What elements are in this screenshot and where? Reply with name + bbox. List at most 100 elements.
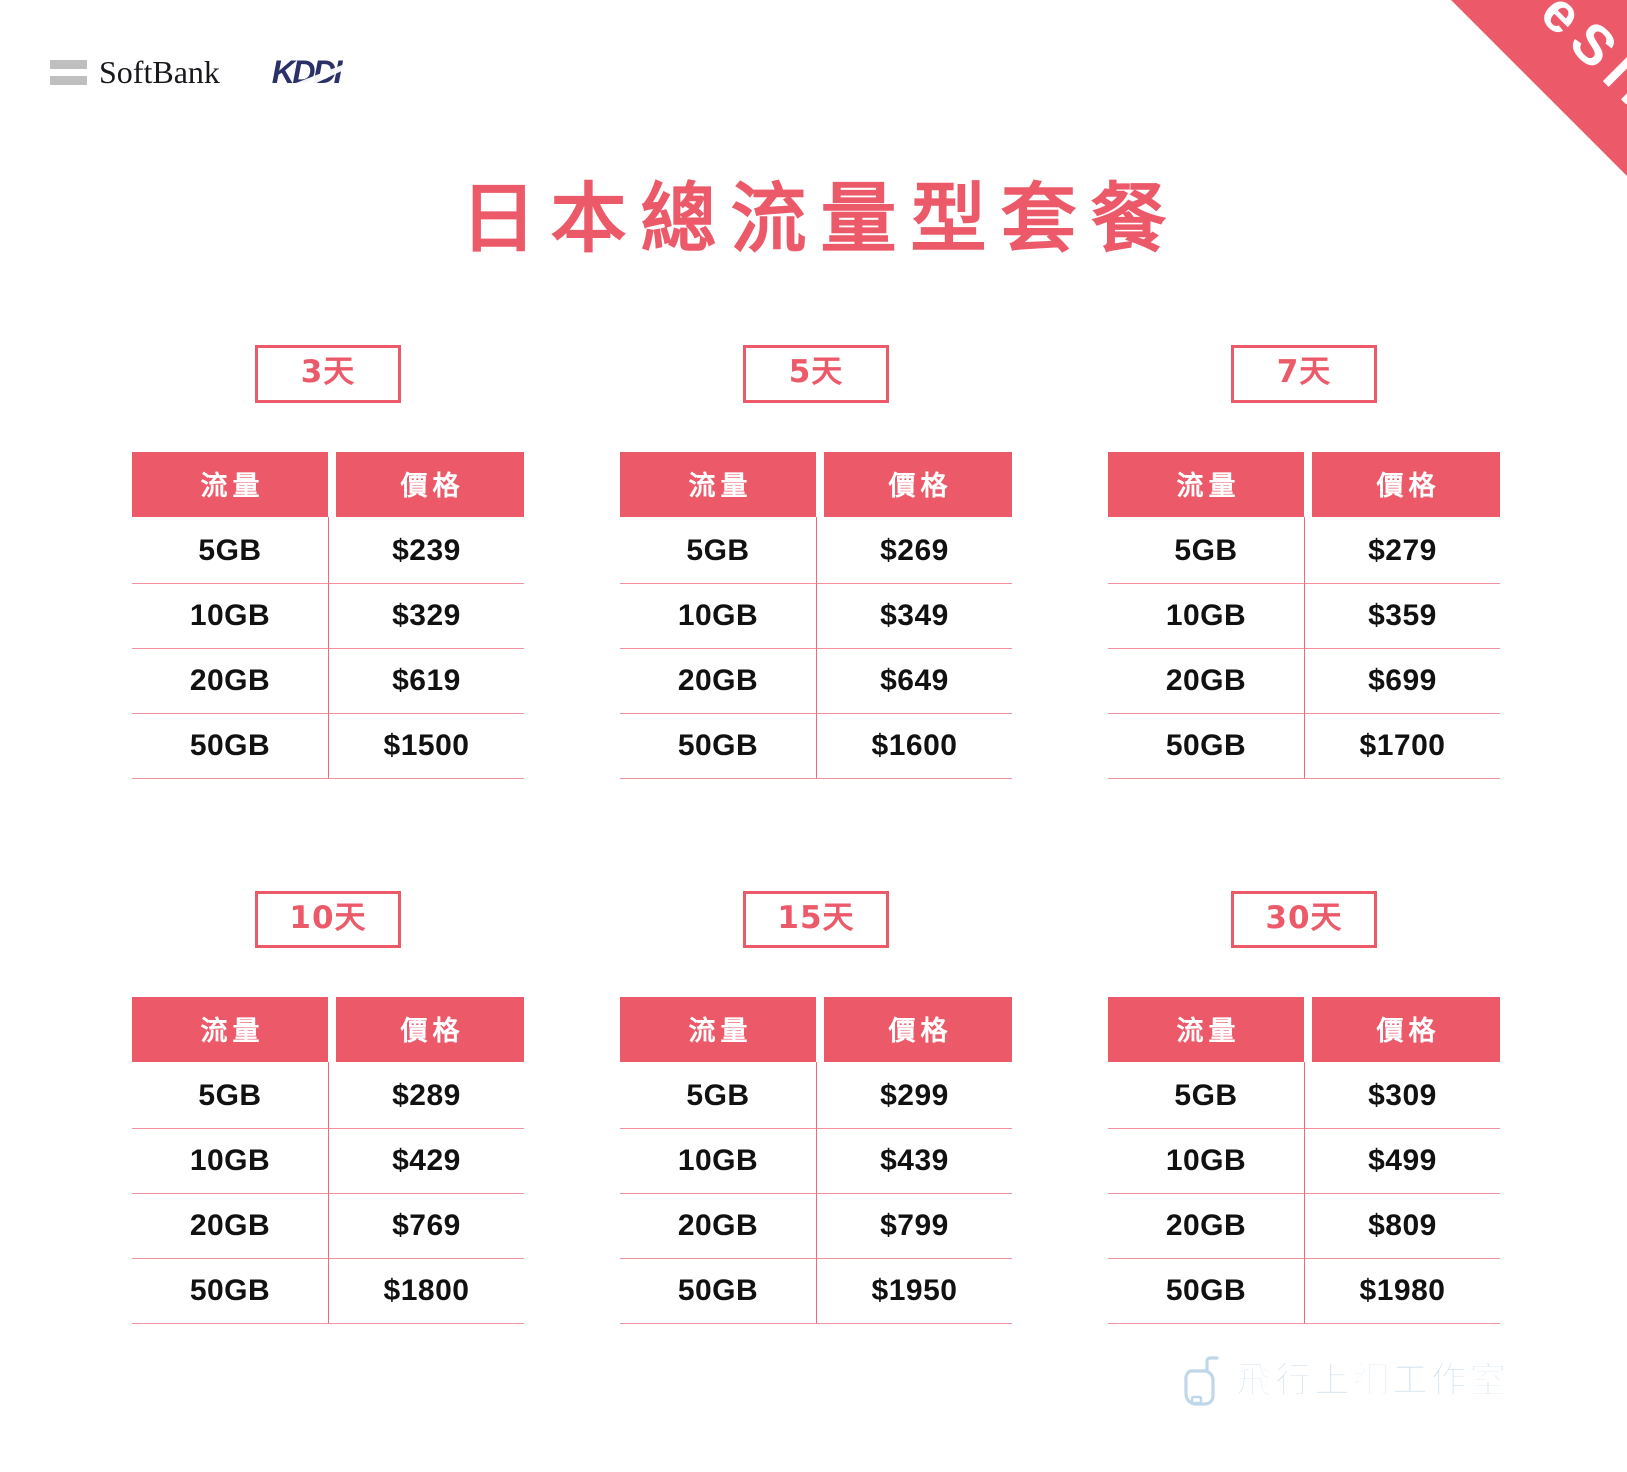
cell-price: $269 — [816, 516, 1012, 584]
header-data: 流量 — [132, 997, 328, 1063]
cell-data: 20GB — [1108, 1194, 1304, 1260]
cell-price: $289 — [328, 1062, 524, 1130]
header-data: 流量 — [1108, 997, 1304, 1063]
plan-card-5day: 5天 流量 價格 5GB $269 10GB $349 — [620, 345, 1012, 779]
cell-price: $1500 — [328, 713, 524, 779]
pricing-table: 流量 價格 5GB $279 10GB $359 20GB $6 — [1108, 451, 1500, 779]
carrier-logos: SoftBank KDDI — [50, 52, 358, 92]
cell-data: 50GB — [132, 714, 328, 779]
duration-badge: 5天 — [743, 345, 889, 403]
cell-data: 5GB — [620, 1062, 816, 1130]
cell-price: $769 — [328, 1194, 524, 1260]
header-price: 價格 — [328, 997, 524, 1063]
cell-price: $359 — [1304, 583, 1500, 649]
cell-price: $439 — [816, 1129, 1012, 1195]
pricing-table: 流量 價格 5GB $309 10GB $499 20GB $8 — [1108, 997, 1500, 1325]
header-price: 價格 — [816, 451, 1012, 517]
table-row: 5GB $289 — [132, 1062, 524, 1130]
cell-price: $1700 — [1304, 713, 1500, 779]
table-row: 5GB $269 — [620, 516, 1012, 584]
table-header-row: 流量 價格 — [1108, 451, 1500, 517]
cell-data: 5GB — [132, 1062, 328, 1130]
cell-price: $649 — [816, 648, 1012, 714]
plan-card-15day: 15天 流量 價格 5GB $299 10GB $439 — [620, 890, 1012, 1325]
softbank-logo: SoftBank — [50, 56, 220, 88]
cell-data: 10GB — [620, 1129, 816, 1195]
cell-data: 20GB — [132, 1194, 328, 1260]
header-price: 價格 — [1304, 997, 1500, 1063]
plan-card-30day: 30天 流量 價格 5GB $309 10GB $499 — [1108, 890, 1500, 1325]
cell-price: $329 — [328, 583, 524, 649]
cell-price: $1950 — [816, 1259, 1012, 1325]
cell-data: 20GB — [620, 649, 816, 714]
table-row: 20GB $649 — [620, 648, 1012, 714]
cell-price: $1980 — [1304, 1259, 1500, 1325]
table-row: 20GB $799 — [620, 1194, 1012, 1260]
cell-price: $1600 — [816, 713, 1012, 779]
cell-data: 50GB — [1108, 714, 1304, 779]
duration-badge-row: 15天 — [620, 890, 1012, 949]
softbank-bar-top — [50, 59, 87, 69]
table-header-row: 流量 價格 — [1108, 997, 1500, 1063]
cell-data: 50GB — [620, 1259, 816, 1325]
cell-data: 10GB — [620, 584, 816, 649]
duration-badge: 7天 — [1231, 345, 1377, 403]
cell-price: $429 — [328, 1129, 524, 1195]
cell-price: $349 — [816, 583, 1012, 649]
cell-data: 10GB — [1108, 584, 1304, 649]
pricing-table: 流量 價格 5GB $289 10GB $429 20GB $7 — [132, 997, 524, 1325]
table-row: 10GB $359 — [1108, 583, 1500, 649]
table-row: 5GB $309 — [1108, 1062, 1500, 1130]
table-row: 10GB $499 — [1108, 1129, 1500, 1195]
cell-data: 10GB — [1108, 1129, 1304, 1195]
luggage-icon — [1184, 1356, 1219, 1406]
plan-grid: 3天 流量 價格 5GB $239 10GB $329 — [132, 345, 1500, 1325]
table-row: 10GB $429 — [132, 1129, 524, 1195]
table-row: 10GB $349 — [620, 583, 1012, 649]
cell-data: 5GB — [620, 517, 816, 584]
cell-price: $809 — [1304, 1194, 1500, 1260]
duration-badge: 30天 — [1231, 890, 1377, 949]
cell-data: 20GB — [620, 1194, 816, 1260]
pricing-table: 流量 價格 5GB $269 10GB $349 20GB $6 — [620, 451, 1012, 779]
table-header-row: 流量 價格 — [620, 997, 1012, 1063]
duration-badge-row: 7天 — [1108, 345, 1500, 403]
table-row: 20GB $619 — [132, 648, 524, 714]
footer-watermark: 飛行上網工作室 — [1176, 1355, 1509, 1407]
cell-price: $279 — [1304, 516, 1500, 584]
pricing-table: 流量 價格 5GB $299 10GB $439 20GB $7 — [620, 997, 1012, 1325]
cell-data: 50GB — [1108, 1259, 1304, 1325]
header-data: 流量 — [1108, 451, 1304, 517]
table-row: 5GB $279 — [1108, 516, 1500, 584]
cell-data: 50GB — [132, 1259, 328, 1325]
duration-badge-row: 3天 — [132, 345, 524, 403]
cell-price: $699 — [1304, 648, 1500, 714]
cell-data: 10GB — [132, 1129, 328, 1195]
cell-data: 20GB — [132, 649, 328, 714]
softbank-bar-bottom — [50, 75, 87, 85]
plan-card-10day: 10天 流量 價格 5GB $289 10GB $429 — [132, 890, 524, 1325]
cell-data: 10GB — [132, 584, 328, 649]
header-data: 流量 — [620, 997, 816, 1063]
table-row: 20GB $769 — [132, 1194, 524, 1260]
kddi-logo: KDDI — [254, 52, 358, 92]
cell-price: $299 — [816, 1062, 1012, 1130]
table-row: 20GB $809 — [1108, 1194, 1500, 1260]
duration-badge-row: 30天 — [1108, 890, 1500, 949]
table-row: 50GB $1500 — [132, 713, 524, 779]
table-row: 5GB $299 — [620, 1062, 1012, 1130]
header-data: 流量 — [132, 451, 328, 517]
cell-price: $309 — [1304, 1062, 1500, 1130]
duration-badge: 15天 — [743, 890, 889, 949]
table-row: 50GB $1800 — [132, 1259, 524, 1325]
table-row: 20GB $699 — [1108, 648, 1500, 714]
pricing-table: 流量 價格 5GB $239 10GB $329 20GB $6 — [132, 451, 524, 779]
cell-price: $799 — [816, 1194, 1012, 1260]
cell-data: 5GB — [132, 517, 328, 584]
table-row: 50GB $1950 — [620, 1259, 1012, 1325]
plan-card-3day: 3天 流量 價格 5GB $239 10GB $329 — [132, 345, 524, 779]
header-price: 價格 — [328, 451, 524, 517]
duration-badge: 10天 — [255, 890, 401, 949]
esim-ribbon-label: eSIM — [1529, 0, 1627, 145]
